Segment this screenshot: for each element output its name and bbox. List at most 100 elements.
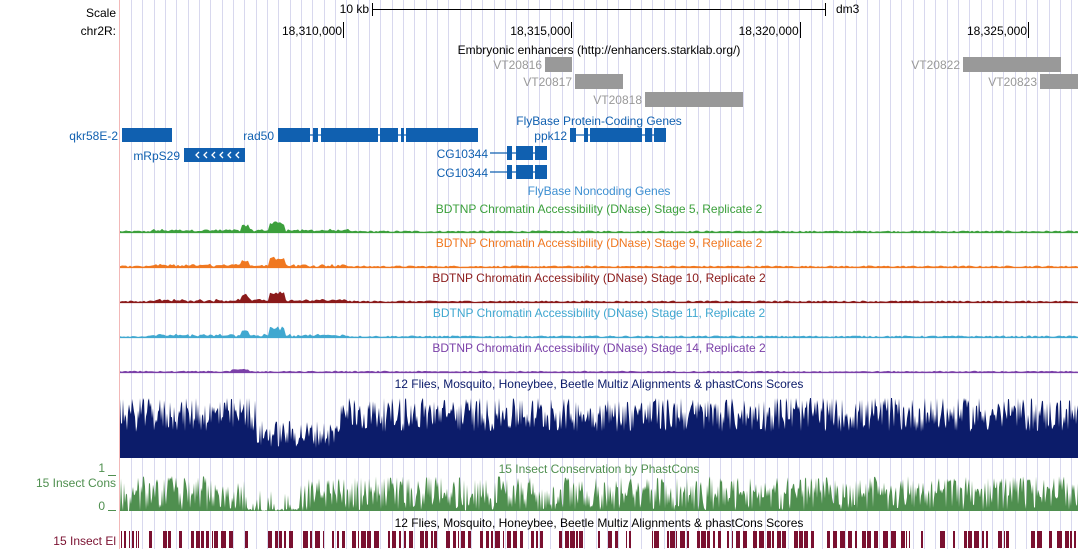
conserved-element[interactable] — [862, 531, 866, 548]
gene-feature[interactable]: mRpS29 — [133, 148, 245, 163]
conserved-element[interactable] — [654, 531, 659, 548]
conserved-element[interactable] — [212, 531, 213, 548]
elements-side-label[interactable]: 15 Insect El — [53, 534, 116, 548]
conserved-element[interactable] — [129, 531, 130, 548]
elements-track-title[interactable]: 12 Flies, Mosquito, Honeybee, Beetle Mul… — [395, 516, 804, 530]
conserved-element[interactable] — [392, 531, 396, 548]
enhancer-block[interactable] — [1040, 74, 1078, 89]
conserved-element[interactable] — [121, 531, 122, 548]
conserved-element[interactable] — [615, 531, 618, 548]
conserved-element[interactable] — [536, 531, 538, 548]
conserved-element[interactable] — [149, 531, 152, 548]
conserved-element[interactable] — [833, 531, 837, 548]
conserved-element[interactable] — [531, 531, 534, 548]
conserved-element[interactable] — [767, 531, 771, 548]
conserved-element[interactable] — [310, 531, 312, 548]
conserved-element[interactable] — [874, 531, 878, 548]
conserved-element[interactable] — [1065, 531, 1069, 548]
conserved-element[interactable] — [342, 531, 345, 548]
gene-exon[interactable] — [313, 128, 318, 142]
gene-exon[interactable] — [401, 128, 404, 142]
conserved-element[interactable] — [284, 531, 286, 548]
conserved-element[interactable] — [804, 531, 808, 548]
conserved-element[interactable] — [434, 531, 437, 548]
conserved-element[interactable] — [138, 531, 139, 548]
conserved-element[interactable] — [759, 531, 764, 548]
enhancer-block[interactable] — [575, 74, 623, 89]
conserved-element[interactable] — [303, 531, 308, 548]
conserved-element[interactable] — [743, 531, 747, 548]
gene-exon[interactable] — [192, 148, 245, 162]
dnase-track[interactable]: BDTNP Chromatin Accessibility (DNase) St… — [120, 202, 1078, 234]
dnase-track[interactable]: BDTNP Chromatin Accessibility (DNase) St… — [120, 271, 1078, 304]
enhancer-feature[interactable]: VT20817 — [523, 74, 623, 89]
conserved-element[interactable] — [629, 531, 631, 548]
enhancer-feature[interactable]: VT20818 — [593, 92, 743, 107]
conserved-element[interactable] — [753, 531, 757, 548]
conserved-element[interactable] — [461, 531, 465, 548]
conserved-element[interactable] — [168, 531, 171, 548]
gene-label[interactable]: rad50 — [243, 129, 274, 143]
gene-exon[interactable] — [590, 128, 642, 142]
conserved-element[interactable] — [986, 531, 988, 548]
conserved-element[interactable] — [565, 531, 569, 548]
conserved-element[interactable] — [968, 531, 972, 548]
enhancer-block[interactable] — [545, 57, 572, 72]
conserved-element[interactable] — [540, 531, 543, 548]
conserved-element[interactable] — [921, 531, 923, 548]
dnase-track-title[interactable]: BDTNP Chromatin Accessibility (DNase) St… — [432, 271, 766, 285]
conserved-element[interactable] — [275, 531, 278, 548]
gene-feature[interactable]: rad50 — [243, 128, 478, 143]
conserved-element[interactable] — [1004, 531, 1005, 548]
conserved-element[interactable] — [425, 531, 428, 548]
gene-label[interactable]: ppk12 — [534, 129, 567, 143]
conserved-element[interactable] — [901, 531, 905, 548]
genes-track-title[interactable]: FlyBase Protein-Coding Genes — [516, 114, 681, 128]
conserved-element[interactable] — [667, 531, 669, 548]
conserved-element[interactable] — [736, 531, 740, 548]
gene-exon[interactable] — [535, 165, 547, 179]
dnase-track[interactable]: BDTNP Chromatin Accessibility (DNase) St… — [120, 236, 1078, 269]
gene-exon[interactable] — [516, 146, 533, 160]
conserved-element[interactable] — [221, 531, 226, 548]
conserved-element[interactable] — [794, 531, 798, 548]
conserved-element[interactable] — [245, 531, 248, 548]
conserved-element[interactable] — [507, 531, 511, 548]
conserved-element[interactable] — [909, 531, 910, 548]
dnase-track[interactable]: BDTNP Chromatin Accessibility (DNase) St… — [120, 306, 1078, 339]
conserved-element[interactable] — [289, 531, 293, 548]
conserved-element[interactable] — [701, 531, 706, 548]
gene-exon[interactable] — [645, 128, 652, 142]
phastcons-side-label[interactable]: 15 Insect Cons — [36, 476, 116, 490]
conserved-element[interactable] — [399, 531, 401, 548]
conserved-element[interactable] — [367, 531, 371, 548]
conserved-element[interactable] — [713, 531, 715, 548]
conserved-element[interactable] — [598, 531, 600, 548]
conserved-element[interactable] — [229, 531, 233, 548]
conserved-element[interactable] — [1006, 531, 1009, 548]
conserved-element[interactable] — [503, 531, 504, 548]
conserved-element[interactable] — [1037, 531, 1042, 548]
conserved-element[interactable] — [388, 531, 390, 548]
gene-exon[interactable] — [584, 128, 588, 142]
conserved-element[interactable] — [374, 531, 379, 548]
conserved-element[interactable] — [513, 531, 517, 548]
gene-feature[interactable]: CG10344 — [437, 146, 547, 161]
conserved-element[interactable] — [214, 531, 218, 548]
conserved-element[interactable] — [727, 531, 729, 548]
conserved-element[interactable] — [718, 531, 721, 548]
gene-exon[interactable] — [507, 146, 512, 160]
conserved-element[interactable] — [179, 531, 182, 548]
phastcons-track-title[interactable]: 15 Insect Conservation by PhastCons — [499, 462, 700, 476]
conserved-element[interactable] — [827, 531, 830, 548]
conserved-element[interactable] — [206, 531, 209, 548]
conserved-element[interactable] — [953, 531, 955, 548]
enhancer-feature[interactable]: VT20816 — [493, 57, 572, 72]
enhancer-feature[interactable]: VT20822 — [911, 57, 1061, 72]
conserved-element[interactable] — [782, 531, 786, 548]
conserved-element[interactable] — [458, 531, 459, 548]
conserved-element[interactable] — [559, 531, 562, 548]
conserved-element[interactable] — [964, 531, 967, 548]
noncoding-track-title[interactable]: FlyBase Noncoding Genes — [528, 184, 671, 198]
conserved-element[interactable] — [676, 531, 677, 548]
